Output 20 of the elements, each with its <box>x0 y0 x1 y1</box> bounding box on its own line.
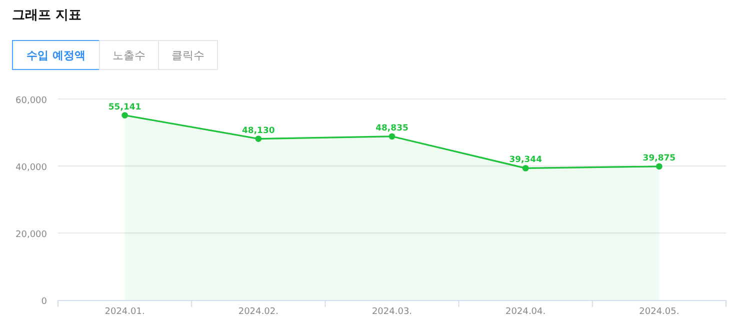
text: 39,344 <box>509 155 542 166</box>
text: 39,875 <box>642 153 676 164</box>
chart-title: 그래프 지표 <box>12 8 82 23</box>
x-tick-label: 2024.05. <box>639 307 680 317</box>
text: 48,130 <box>242 126 275 136</box>
point <box>388 133 396 140</box>
x-tick-label: 2024.02. <box>238 307 278 317</box>
y-tick-label: 60,000 <box>16 96 48 106</box>
text: 48,835 <box>376 123 408 134</box>
y-tick-label: 0 <box>41 297 48 307</box>
point <box>656 163 662 170</box>
point <box>522 165 529 172</box>
x-tick-label: 2024.01. <box>104 307 145 317</box>
point <box>122 112 128 118</box>
point <box>255 136 262 142</box>
x-tick-label: 2024.04. <box>506 307 546 317</box>
y-tick-label: 40,000 <box>16 163 48 173</box>
y-tick-label: 20,000 <box>16 230 48 240</box>
x-tick-label: 2024.03. <box>372 307 412 317</box>
text: 55,141 <box>108 102 142 112</box>
